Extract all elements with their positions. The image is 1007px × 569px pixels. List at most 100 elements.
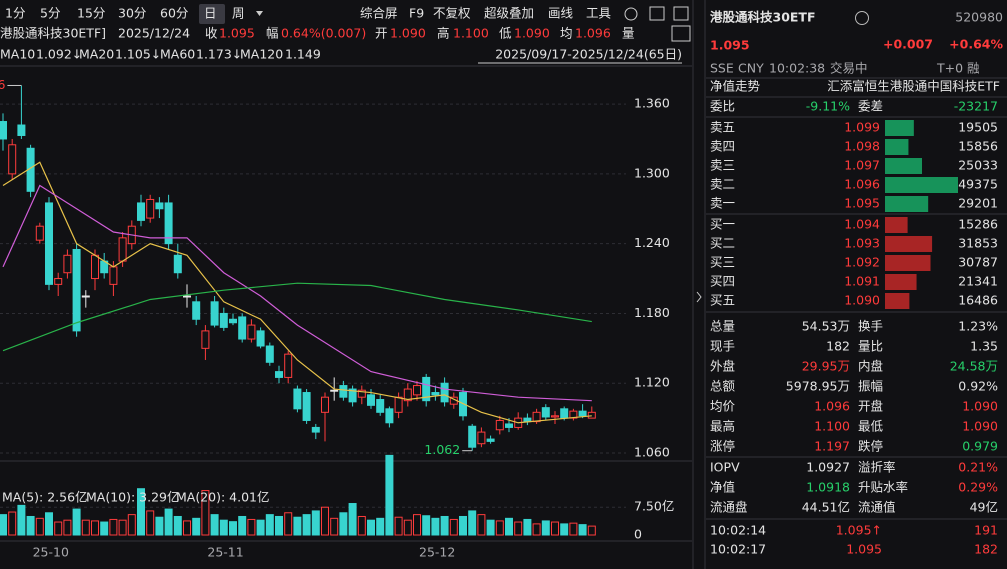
candle-body <box>413 385 421 396</box>
candle-body <box>146 198 155 219</box>
book-bar <box>885 274 917 290</box>
y-tick-label: 0 <box>634 527 642 542</box>
info-label: 量 <box>622 26 635 41</box>
volume-bar <box>35 517 44 536</box>
volume-bar <box>431 517 440 536</box>
date: 2025/12/24 <box>118 26 190 41</box>
volume-bar <box>505 517 513 536</box>
book-price: 1.099 <box>844 120 880 135</box>
stat-label: 换手 <box>858 319 883 334</box>
tool-button[interactable]: 超级叠加 <box>484 6 534 21</box>
candle-body <box>164 202 173 245</box>
settings-icon[interactable] <box>624 7 638 21</box>
candle-body <box>256 330 265 347</box>
volume-bar <box>560 523 569 536</box>
candle-body <box>321 396 329 413</box>
info-icon[interactable] <box>855 11 869 25</box>
stat-value: 1.0918 <box>806 480 850 495</box>
stat-label: 现手 <box>710 339 735 354</box>
volume-bar <box>183 520 191 536</box>
book-bar <box>885 236 933 252</box>
candle-body <box>109 266 118 285</box>
volume-legend: MA(20): 4.01亿 <box>176 490 270 505</box>
volume-bar <box>265 514 274 536</box>
book-volume: 49375 <box>958 177 998 192</box>
quote-code: 520980 <box>955 10 1003 25</box>
book-price: 1.097 <box>844 158 880 173</box>
book-bar <box>885 255 931 271</box>
candle-body <box>118 237 127 262</box>
candle-body <box>72 248 81 332</box>
info-value: 1.096 <box>575 26 611 41</box>
candle-body <box>477 431 486 445</box>
volume-bar <box>367 519 375 536</box>
book-volume: 16486 <box>958 293 998 308</box>
book-volume: 30787 <box>958 255 998 270</box>
volume-bar <box>238 515 247 536</box>
book-volume: 29201 <box>958 196 998 211</box>
candle-body <box>330 389 339 392</box>
stat-label: 均价 <box>710 399 736 414</box>
tool-button[interactable]: F9 <box>409 6 424 21</box>
stat-label: 总额 <box>710 379 736 394</box>
volume-bar <box>146 510 155 536</box>
ma-name: MA120 <box>240 47 283 62</box>
candle-body <box>495 419 504 431</box>
book-bar <box>885 158 923 174</box>
volume-bar <box>385 454 394 536</box>
period-button[interactable]: 30分 <box>118 6 146 21</box>
volume-bar <box>449 518 458 536</box>
candle-body <box>403 388 412 402</box>
volume-bar <box>192 517 201 536</box>
candle-body <box>311 426 320 433</box>
candle-body <box>541 407 550 418</box>
period-button[interactable]: 15分 <box>77 6 105 21</box>
volume-bar <box>81 519 90 536</box>
collapse-arrow[interactable] <box>696 291 702 303</box>
period-button[interactable]: 60分 <box>160 6 188 21</box>
volume-bar <box>569 522 578 536</box>
window-icon[interactable] <box>649 6 665 21</box>
stat-label: 总量 <box>710 319 735 334</box>
dropdown-icon[interactable] <box>256 11 263 16</box>
tool-button[interactable]: 不复权 <box>433 6 471 21</box>
candle-body <box>201 330 210 349</box>
stat-label: 外盘 <box>710 359 735 374</box>
candle-body <box>265 345 274 363</box>
candle-body <box>302 392 311 421</box>
info-value: 1.090 <box>390 26 426 41</box>
candle-body <box>431 392 440 396</box>
book-bar <box>885 177 958 193</box>
stat-label: 流通值 <box>858 500 896 515</box>
volume-bar <box>348 503 357 536</box>
candle-body <box>284 353 293 378</box>
layout-icon[interactable] <box>673 6 689 21</box>
trade-volume: 182 <box>974 542 998 557</box>
info-value: 1.095 <box>219 26 255 41</box>
tool-button[interactable]: 工具 <box>586 6 612 21</box>
book-price: 1.091 <box>844 274 880 289</box>
book-price: 1.093 <box>844 236 880 251</box>
volume-bar <box>403 519 412 536</box>
y-tick-label: 1.180 <box>634 305 670 320</box>
volume-bar <box>201 490 210 536</box>
tool-button[interactable]: 画线 <box>548 6 574 21</box>
stat-value: 1.090 <box>962 399 998 414</box>
book-bar <box>885 196 929 212</box>
ma-value: 1.105↓ <box>115 47 161 62</box>
period-button[interactable]: 日 <box>204 6 217 21</box>
stat-label: 最低 <box>858 419 884 434</box>
nav-link[interactable]: 净值走势 <box>710 79 761 94</box>
tool-button[interactable]: 综合屏 <box>360 6 398 21</box>
stat-label: 溢折率 <box>858 460 896 475</box>
period-button[interactable]: 5分 <box>40 6 60 21</box>
stat-label: 流通盘 <box>710 500 748 515</box>
period-button[interactable]: 1分 <box>5 6 25 21</box>
period-button[interactable]: 周 <box>232 6 245 21</box>
y-tick-label: 1.240 <box>634 235 670 250</box>
quote-name: 港股通科技30ETF <box>710 10 816 25</box>
volume-bar <box>127 514 136 536</box>
stat-value: 1.096 <box>814 399 850 414</box>
config-icon[interactable] <box>671 25 691 42</box>
